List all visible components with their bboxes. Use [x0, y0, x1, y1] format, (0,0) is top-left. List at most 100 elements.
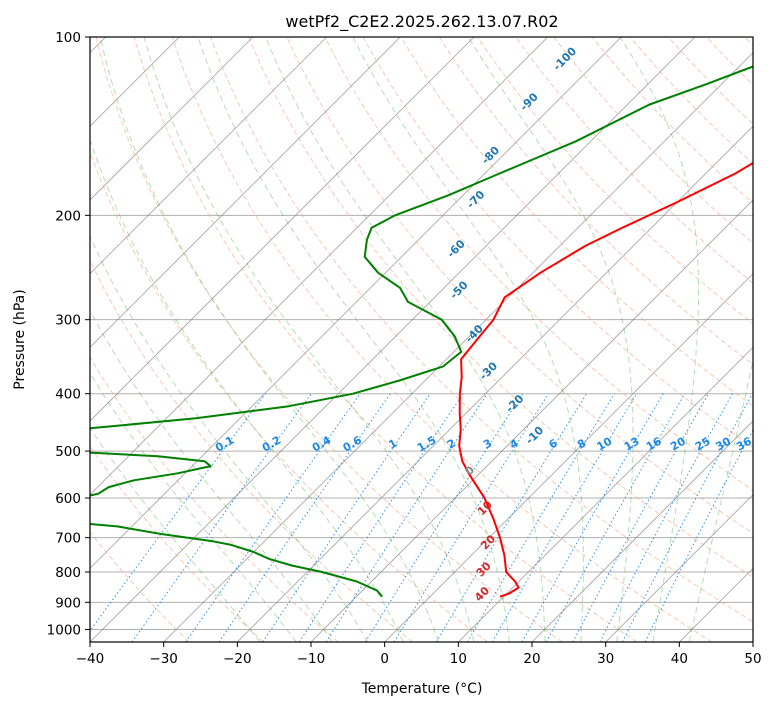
- dry-adiabat-line: [90, 150, 488, 642]
- dry-adiabat-line: [95, 37, 563, 642]
- mixing-ratio-line: [545, 393, 686, 642]
- dry-adiabat-line: [210, 37, 753, 623]
- dry-adiabat-line: [515, 37, 753, 284]
- x-axis: −40 −30 −20 −10 0 10 20 30 40 50: [76, 642, 762, 667]
- y-tick-label: 100: [55, 30, 81, 46]
- chart-title: wetPf2_C2E2.2025.262.13.07.R02: [285, 12, 558, 32]
- mixing-ratio-line: [131, 393, 312, 642]
- dry-adiabat-line: [324, 37, 753, 491]
- mixing-ratio-line: [298, 393, 464, 642]
- isotherm-line: [752, 641, 753, 642]
- dry-adiabat-line: [744, 37, 753, 47]
- y-tick-label: 200: [55, 208, 81, 224]
- x-tick-label: −40: [76, 651, 105, 667]
- moist-adiabat-line: [688, 358, 753, 642]
- y-axis-label: Pressure (hPa): [12, 289, 28, 389]
- dry-adiabat-label: 30: [474, 559, 494, 579]
- mixing-ratio-line: [325, 393, 488, 642]
- isotherm-line: [90, 37, 475, 422]
- isotherm-line: [384, 273, 753, 642]
- mixing-ratio-line: [90, 393, 266, 632]
- moist-adiabat-line: [619, 37, 699, 642]
- x-tick-label: 20: [523, 651, 540, 667]
- mixing-ratio-line: [393, 393, 550, 642]
- dry-adiabat-line: [248, 37, 753, 578]
- dry-adiabat-line: [90, 531, 190, 642]
- moist-adiabat-line: [90, 371, 297, 642]
- x-tick-label: 40: [671, 651, 688, 667]
- mixing-ratio-lines: [90, 393, 753, 642]
- moist-adiabat-line: [352, 37, 584, 642]
- theta-e-label: -50: [447, 278, 470, 301]
- theta-e-label: -40: [463, 322, 486, 345]
- x-tick-label: 30: [597, 651, 614, 667]
- x-tick-label: 0: [380, 651, 389, 667]
- plot-frame: [89, 36, 754, 643]
- isotherm-line: [679, 567, 753, 642]
- sounding-series: [90, 65, 753, 598]
- x-tick-label: 50: [744, 651, 761, 667]
- x-tick-label: 10: [450, 651, 467, 667]
- dry-adiabat-line: [90, 356, 339, 642]
- moist-adiabat-line: [467, 37, 634, 642]
- dry-adiabat-label: 0: [463, 463, 478, 478]
- mixing-ratio-line: [262, 393, 431, 642]
- y-tick-label: 900: [55, 595, 81, 611]
- mixing-ratio-line: [218, 393, 391, 642]
- dry-adiabat-line: [591, 37, 753, 204]
- plot-area: 0.1 0.2 0.4 0.6 1 1.5 2 3 4 6 8 10 13 16 20 25 30 36-100-…: [89, 36, 754, 643]
- dry-adiabat-line: [706, 37, 753, 86]
- moist-adiabat-line: [197, 37, 510, 642]
- mixing-ratio-label: 2: [445, 437, 458, 452]
- dry-adiabat-line: [90, 259, 414, 642]
- y-tick-label: 700: [55, 531, 81, 547]
- mixing-ratio-line: [599, 393, 733, 642]
- moist-adiabat-line: [265, 37, 546, 642]
- mixing-ratio-label: 1: [386, 437, 399, 452]
- theta-e-label: -100: [550, 44, 579, 73]
- moist-adiabat-lines: [90, 37, 753, 642]
- x-tick-label: −30: [149, 651, 178, 667]
- dry-adiabat-lines: [90, 37, 753, 642]
- mixing-ratio-line: [185, 393, 361, 642]
- isotherm-lines: [90, 37, 753, 642]
- isotherm-line: [237, 125, 753, 642]
- theta-e-label: -80: [479, 144, 502, 167]
- mixing-ratio-line: [364, 393, 524, 642]
- mixing-ratio-line: [491, 393, 637, 642]
- isotherm-line: [90, 37, 696, 642]
- dry-adiabat-label: 20: [478, 532, 498, 552]
- dry-adiabat-label: 40: [472, 584, 492, 604]
- mixing-ratio-line: [644, 428, 753, 642]
- x-axis-label: Temperature (°C): [361, 681, 483, 697]
- dry-adiabat-line: [133, 37, 638, 642]
- isotherm-line: [90, 37, 254, 201]
- mixing-ratio-line: [621, 393, 753, 642]
- dry-adiabat-line: [400, 37, 753, 407]
- theta-e-label: -10: [523, 424, 546, 447]
- isotherm-line: [605, 494, 753, 642]
- mixing-ratio-line: [435, 393, 587, 642]
- dry-adiabat-line: [477, 37, 753, 325]
- mixing-ratio-label: 6: [547, 436, 560, 451]
- mixing-ratio-label: 4: [508, 436, 521, 451]
- isotherm-line: [458, 346, 753, 642]
- moist-adiabat-line: [90, 138, 404, 642]
- y-tick-label: 400: [55, 387, 81, 403]
- moist-adiabat-line: [90, 427, 261, 642]
- mixing-ratio-label: 3: [481, 437, 494, 452]
- y-tick-label: 300: [55, 313, 81, 329]
- theta-e-label: -20: [503, 392, 526, 415]
- dry-adiabat-line: [171, 37, 712, 642]
- dry-adiabat-line: [553, 37, 753, 244]
- dry-adiabat-line: [286, 37, 753, 534]
- moist-adiabat-line: [90, 235, 369, 642]
- isotherm-line: [90, 37, 327, 275]
- theta-e-label: -60: [445, 237, 468, 260]
- dry-adiabat-line: [90, 445, 264, 642]
- dry-adiabat-line: [668, 37, 753, 125]
- x-tick-label: −20: [223, 651, 252, 667]
- isotherm-line: [531, 420, 753, 642]
- dewpoint-line: [90, 65, 753, 598]
